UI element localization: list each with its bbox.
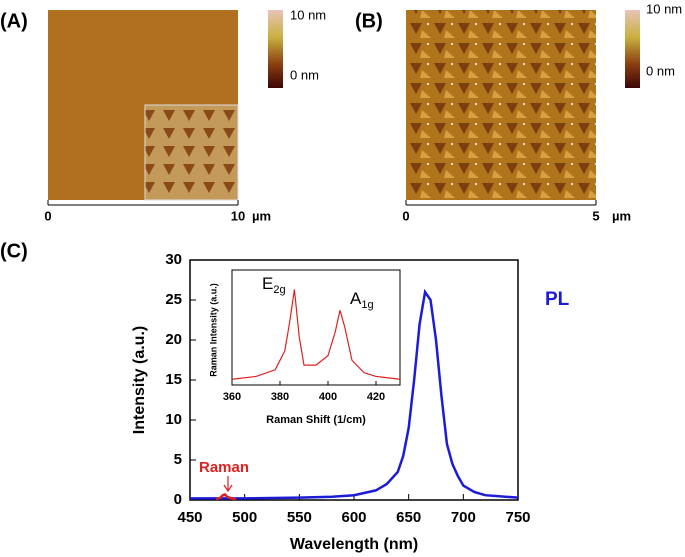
inset-tick-label: 400 — [319, 391, 337, 403]
peak-sub: 1g — [361, 299, 373, 311]
tick-label: 0 — [44, 208, 51, 223]
y-tick-label: 10 — [165, 411, 182, 428]
colorbar — [268, 10, 283, 88]
x-tick-label: 450 — [177, 509, 202, 526]
data-line — [215, 492, 237, 501]
inset-tick-label: 360 — [223, 391, 241, 403]
afm-image — [406, 10, 596, 200]
x-tick-label: 750 — [505, 509, 530, 526]
y-tick-label: 15 — [165, 371, 182, 388]
colorbar-min: 0 nm — [290, 67, 319, 82]
peak-letter: A — [350, 289, 362, 308]
data-line — [231, 289, 401, 380]
colorbar-min: 0 nm — [646, 63, 675, 78]
afm-inset — [144, 104, 239, 201]
inset-y-label: Raman Intensity (a.u.) — [208, 283, 218, 377]
unit: µm — [252, 208, 271, 223]
annotation: PL — [545, 289, 570, 310]
panel-label: (C) — [0, 240, 28, 262]
unit: µm — [612, 208, 631, 223]
annotation: Raman — [199, 459, 249, 476]
tick-label: 10 — [231, 208, 245, 223]
peak-letter: E — [262, 274, 273, 293]
x-tick-label: 600 — [341, 509, 366, 526]
arrow — [223, 476, 233, 493]
peak-sub: 2g — [273, 284, 285, 296]
inset-tick-label: 380 — [271, 391, 289, 403]
inset-tick-label: 420 — [367, 391, 385, 403]
x-tick-label: 700 — [451, 509, 476, 526]
x-tick-label: 650 — [396, 509, 421, 526]
panel-label: (A) — [0, 10, 28, 32]
tick-label: 5 — [592, 208, 599, 223]
y-tick-label: 25 — [165, 291, 182, 308]
x-axis-label: Wavelength (nm) — [290, 536, 418, 553]
x-tick-label: 550 — [287, 509, 312, 526]
y-tick-label: 20 — [165, 331, 182, 348]
peak-label: A1g — [350, 289, 374, 310]
y-tick-label: 30 — [165, 251, 182, 268]
data-line — [190, 288, 519, 500]
panel-label: (B) — [355, 10, 383, 32]
peak-label: E2g — [262, 274, 286, 295]
colorbar-max: 10 nm — [290, 7, 326, 22]
y-tick-label: 0 — [174, 491, 182, 508]
inset-x-label: Raman Shift (1/cm) — [266, 414, 366, 426]
x-tick-label: 500 — [232, 509, 257, 526]
y-axis-label: Intensity (a.u.) — [131, 326, 148, 434]
colorbar — [625, 10, 640, 88]
tick-label: 0 — [402, 208, 409, 223]
y-tick-label: 5 — [174, 451, 182, 468]
colorbar-max: 10 nm — [646, 1, 682, 16]
inset-frame — [231, 269, 401, 386]
